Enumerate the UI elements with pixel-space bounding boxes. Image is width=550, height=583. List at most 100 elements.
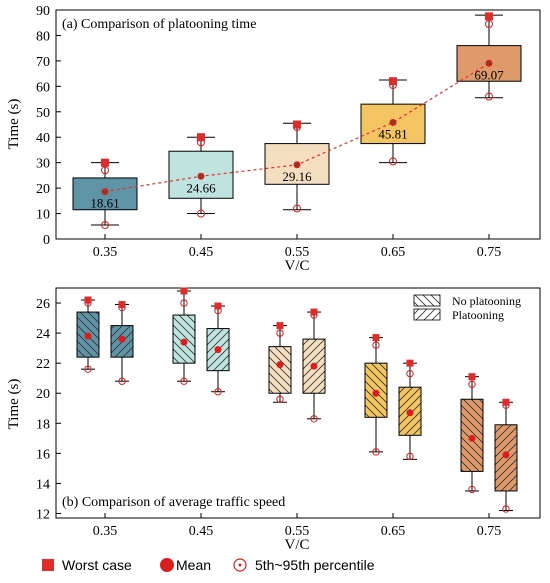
y-tick-label: 30 xyxy=(36,157,50,172)
x-tick-label: 0.65 xyxy=(381,245,406,260)
percentile-95-marker xyxy=(372,341,380,349)
percentile-5-marker xyxy=(372,448,380,456)
panel-a-markers xyxy=(101,12,493,230)
percentile-5-marker xyxy=(101,221,109,230)
worst-case-marker xyxy=(389,77,397,86)
panel-a-y-ticks: 0 10 20 30 40 50 60 70 80 90 xyxy=(36,4,61,248)
panel-b-markers xyxy=(84,287,510,513)
y-tick-label: 26 xyxy=(36,297,50,312)
worst-case-marker xyxy=(84,296,92,304)
percentile-5-marker xyxy=(214,388,222,396)
y-tick-label: 24 xyxy=(36,327,50,342)
worst-case-marker xyxy=(276,322,284,330)
x-tick-label: 0.55 xyxy=(285,524,310,539)
open-circle-dot-center xyxy=(238,563,242,567)
y-tick-label: 0 xyxy=(43,233,50,248)
mean-marker-center xyxy=(391,120,395,125)
worst-case-marker xyxy=(406,359,414,367)
legend-label-no-platooning: No platooning xyxy=(452,294,521,308)
y-tick-label: 70 xyxy=(36,55,50,70)
percentile-5-marker xyxy=(276,395,284,403)
percentile-95-marker xyxy=(406,369,414,378)
legend-swatch-platooning xyxy=(413,308,441,321)
y-tick-label: 22 xyxy=(36,357,50,372)
legend-label-platooning: Platooning xyxy=(452,308,504,322)
panel-a-x-ticks: 0.35 0.45 0.55 0.65 0.75 xyxy=(93,234,502,260)
mean-marker xyxy=(276,361,284,369)
panel-b-x-ticks: 0.35 0.45 0.55 0.65 0.75 xyxy=(93,513,502,539)
panel-a-frame xyxy=(55,9,541,240)
percentile-5-marker xyxy=(293,204,301,213)
worst-case-marker xyxy=(197,133,205,142)
panel-a-platooning-time: (a) Comparison of platooning time Time (… xyxy=(6,4,541,274)
percentile-95-marker xyxy=(180,299,188,307)
mean-marker xyxy=(310,362,318,370)
mean-value-label: 24.66 xyxy=(186,180,216,195)
x-tick-label: 0.35 xyxy=(93,524,118,539)
panel-b-legend: No platooning Platooning xyxy=(413,294,521,322)
mean-marker xyxy=(84,332,92,340)
panel-a-boxes xyxy=(72,14,522,226)
worst-case-marker xyxy=(310,308,318,316)
y-tick-label: 10 xyxy=(36,208,50,223)
percentile-5-marker xyxy=(118,377,126,385)
worst-case-marker xyxy=(468,373,476,381)
worst-case-marker xyxy=(101,158,109,167)
red-square-icon xyxy=(42,559,54,571)
mean-value-label: 45.81 xyxy=(378,126,407,141)
panel-a-xlabel: V/C xyxy=(284,258,309,274)
panel-a-mean-labels: 18.61 24.66 29.16 45.81 69.07 xyxy=(90,67,504,210)
worst-case-marker xyxy=(372,334,380,342)
percentile-95-marker xyxy=(276,329,284,337)
x-tick-label: 0.75 xyxy=(477,524,502,539)
y-tick-label: 90 xyxy=(36,4,50,19)
percentile-5-marker xyxy=(502,505,510,513)
worst-case-marker xyxy=(214,302,222,310)
mean-marker xyxy=(502,451,510,459)
mean-value-label: 29.16 xyxy=(282,169,312,184)
percentile-5-marker xyxy=(180,377,188,385)
mean-marker-center xyxy=(103,190,107,194)
y-tick-label: 80 xyxy=(36,29,50,44)
worst-case-marker xyxy=(502,398,510,406)
panel-b-title: (b) Comparison of average traffic speed xyxy=(62,495,285,510)
panel-b-traffic-speed: (b) Comparison of average traffic speed … xyxy=(6,287,541,553)
panel-b-xlabel: V/C xyxy=(284,537,309,553)
mean-marker-center xyxy=(199,174,203,178)
legend-mean: Mean xyxy=(176,557,211,573)
x-tick-label: 0.45 xyxy=(189,245,214,260)
y-tick-label: 14 xyxy=(36,477,50,492)
percentile-5-marker xyxy=(389,157,397,166)
worst-case-marker xyxy=(293,120,301,129)
panel-b-ylabel: Time (s) xyxy=(6,379,22,430)
bottom-legend: Worst case Mean 5th~95th percentile xyxy=(42,557,375,573)
mean-marker xyxy=(180,338,188,346)
x-tick-label: 0.45 xyxy=(189,524,214,539)
open-circle-dot-icon xyxy=(233,558,247,572)
percentile-5-marker xyxy=(468,485,476,494)
x-tick-label: 0.35 xyxy=(93,245,118,260)
mean-marker xyxy=(468,434,476,442)
legend-worst-case: Worst case xyxy=(62,557,132,573)
worst-case-marker xyxy=(485,12,493,21)
legend-swatch-no-platooning xyxy=(413,294,441,307)
panel-b-frame xyxy=(55,287,541,519)
x-tick-label: 0.65 xyxy=(381,524,406,539)
y-tick-label: 20 xyxy=(36,182,50,197)
box-hatch xyxy=(268,346,292,394)
percentile-5-marker xyxy=(310,415,318,423)
percentile-5-marker xyxy=(197,209,205,218)
x-tick-label: 0.75 xyxy=(477,245,502,260)
x-tick-label: 0.55 xyxy=(285,245,310,260)
y-tick-label: 60 xyxy=(36,80,50,95)
mean-marker-center xyxy=(295,163,299,167)
panel-a-title: (a) Comparison of platooning time xyxy=(62,17,256,32)
percentile-5-marker xyxy=(406,452,414,461)
mean-marker xyxy=(214,346,222,354)
y-tick-label: 18 xyxy=(36,417,50,432)
box-body xyxy=(456,45,522,82)
mean-marker-center xyxy=(487,61,491,65)
y-tick-label: 40 xyxy=(36,131,50,146)
y-tick-label: 50 xyxy=(36,106,50,121)
